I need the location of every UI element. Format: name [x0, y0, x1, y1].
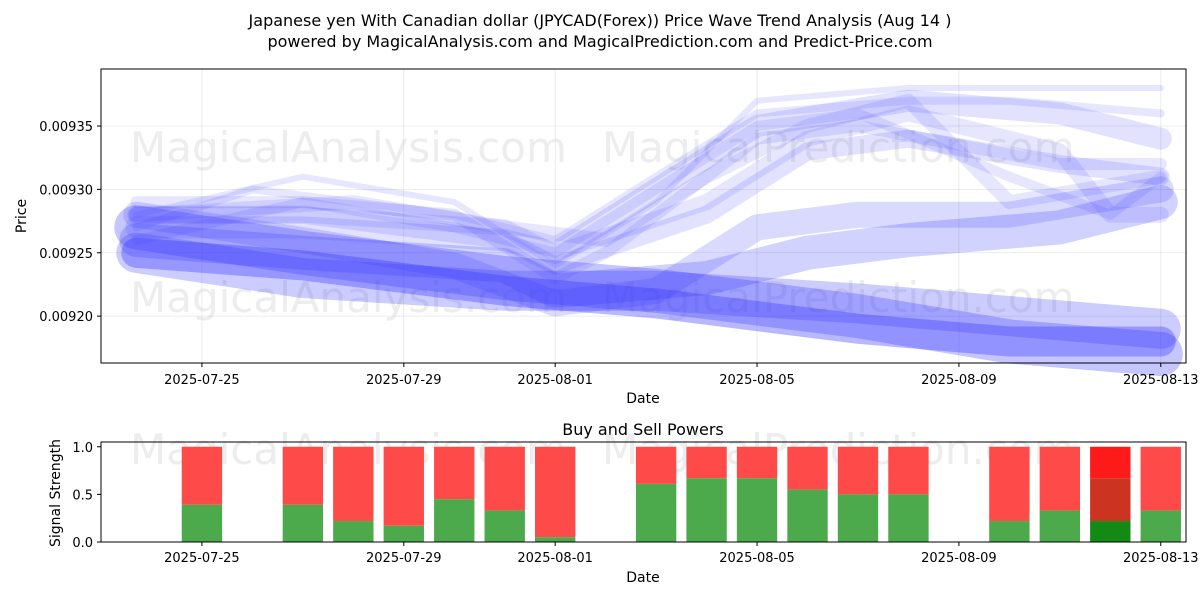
price-y-ticks: 0.00920 0.00925 0.00930 0.00935	[39, 120, 101, 325]
wave-series-line	[127, 129, 1170, 275]
x-tick-label: 2025-08-09	[921, 373, 997, 388]
wave-series-line	[121, 237, 1176, 357]
mixed-power-bar	[1090, 478, 1131, 522]
price-wave-series	[114, 85, 1183, 377]
x-tick-label: 2025-07-29	[366, 551, 442, 566]
buy-power-bar	[535, 537, 576, 542]
x-tick-label: 2025-08-01	[517, 551, 593, 566]
price-y-axis-label: Price	[14, 199, 30, 233]
sell-power-bar	[535, 446, 576, 538]
buy-power-bar	[434, 499, 475, 542]
wave-series-line	[116, 232, 1181, 349]
wave-series-line	[123, 176, 1174, 317]
sell-power-bar	[787, 446, 828, 490]
sell-power-bar	[333, 446, 374, 522]
buy-power-bar	[736, 478, 778, 542]
x-tick-label: 2025-08-05	[719, 373, 795, 388]
sell-power-bar	[484, 446, 525, 511]
y-tick-label: 0.00935	[39, 120, 93, 135]
wave-series-line	[131, 108, 1166, 258]
x-tick-label: 2025-07-25	[164, 551, 240, 566]
bar-chart-title: Buy and Sell Powers	[562, 420, 724, 439]
watermark-text: MagicalAnalysis.com	[130, 273, 567, 322]
buy-power-bar	[282, 504, 324, 542]
price-wave-plot: MagicalAnalysis.com MagicalPrediction.co…	[14, 68, 1199, 407]
y-tick-label: 0.00925	[39, 247, 93, 262]
buy-power-bar	[635, 483, 677, 542]
sell-power-bar	[434, 446, 475, 500]
wave-series-line	[125, 89, 1172, 264]
sell-power-bar	[383, 446, 424, 526]
wave-series-line	[132, 96, 1165, 245]
wave-series-line	[130, 120, 1167, 285]
y-tick-label: 0.0	[72, 536, 93, 551]
price-plot-frame	[100, 68, 1187, 364]
chart-title: Japanese yen With Canadian dollar (JPYCA…	[248, 11, 952, 30]
sell-power-bar	[282, 446, 324, 505]
buy-power-bar	[787, 489, 828, 542]
sell-power-bar	[888, 446, 929, 495]
x-tick-label: 2025-07-29	[366, 373, 442, 388]
price-watermarks: MagicalAnalysis.com MagicalPrediction.co…	[130, 123, 1075, 322]
bar-x-ticks: 2025-07-25 2025-07-29 2025-08-01 2025-08-05…	[164, 542, 1199, 566]
price-x-axis-label: Date	[626, 391, 659, 407]
y-tick-label: 0.00930	[39, 183, 93, 198]
buy-power-bar	[1090, 521, 1131, 542]
sell-power-bar	[736, 446, 778, 479]
sell-power-bar	[686, 446, 727, 479]
x-tick-label: 2025-08-13	[1123, 373, 1199, 388]
bar-plot-frame	[100, 441, 1187, 543]
bar-watermarks: MagicalAnalysis.com MagicalPrediction.co…	[130, 425, 1075, 474]
sell-power-bar	[181, 446, 223, 505]
sell-power-bar	[1039, 446, 1081, 511]
price-gridlines	[101, 69, 1186, 363]
wave-series-line	[128, 105, 1169, 261]
bar-marks	[181, 446, 1181, 542]
sell-power-bar	[1140, 446, 1181, 511]
sell-power-bar	[837, 446, 879, 495]
sell-power-bar	[635, 446, 677, 484]
buy-power-bar	[888, 494, 929, 542]
x-tick-label: 2025-08-13	[1123, 551, 1199, 566]
watermark-text: MagicalAnalysis.com	[130, 123, 567, 172]
chart-subtitle: powered by MagicalAnalysis.com and Magic…	[267, 32, 932, 51]
buy-power-bar	[383, 525, 424, 542]
bar-x-axis-label: Date	[626, 570, 659, 586]
x-tick-label: 2025-08-01	[517, 373, 593, 388]
sell-power-bar	[1090, 446, 1131, 479]
wave-series-line	[114, 205, 1183, 377]
bar-y-ticks: 0.0 0.5 1.0	[72, 441, 101, 551]
buy-power-bar	[484, 510, 525, 542]
price-plot-background	[101, 69, 1186, 363]
buy-power-bar	[181, 504, 223, 542]
wave-series-line	[133, 85, 1164, 269]
buy-power-bar	[1039, 510, 1081, 542]
wave-series-line	[129, 93, 1168, 248]
watermark-text: MagicalPrediction.com	[602, 273, 1075, 322]
price-x-ticks: 2025-07-25 2025-07-29 2025-08-01 2025-08-05…	[164, 363, 1199, 388]
sell-power-bar	[989, 446, 1030, 522]
x-tick-label: 2025-07-25	[164, 373, 240, 388]
bar-y-axis-label: Signal Strength	[48, 439, 64, 547]
buy-power-bar	[1140, 510, 1181, 542]
watermark-text: MagicalPrediction.com	[602, 123, 1075, 172]
y-tick-label: 1.0	[72, 441, 93, 456]
buy-sell-power-plot: Buy and Sell Powers MagicalAnalysis.com …	[48, 420, 1199, 586]
buy-power-bar	[837, 494, 879, 542]
buy-power-bar	[686, 478, 727, 542]
y-tick-label: 0.5	[72, 488, 93, 503]
buy-power-bar	[989, 521, 1030, 542]
x-tick-label: 2025-08-05	[719, 551, 795, 566]
y-tick-label: 0.00920	[39, 310, 93, 325]
wave-series-line	[119, 185, 1178, 308]
x-tick-label: 2025-08-09	[921, 551, 997, 566]
buy-power-bar	[333, 521, 374, 542]
